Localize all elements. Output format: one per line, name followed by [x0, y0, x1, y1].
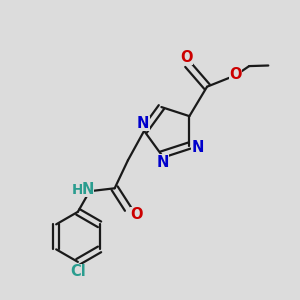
Text: N: N: [191, 140, 204, 154]
Text: H: H: [72, 183, 84, 197]
Text: O: O: [230, 68, 242, 82]
Text: N: N: [137, 116, 149, 131]
Text: O: O: [180, 50, 193, 65]
Text: O: O: [130, 207, 143, 222]
Text: Cl: Cl: [70, 264, 86, 279]
Text: N: N: [82, 182, 94, 197]
Text: N: N: [157, 154, 169, 169]
